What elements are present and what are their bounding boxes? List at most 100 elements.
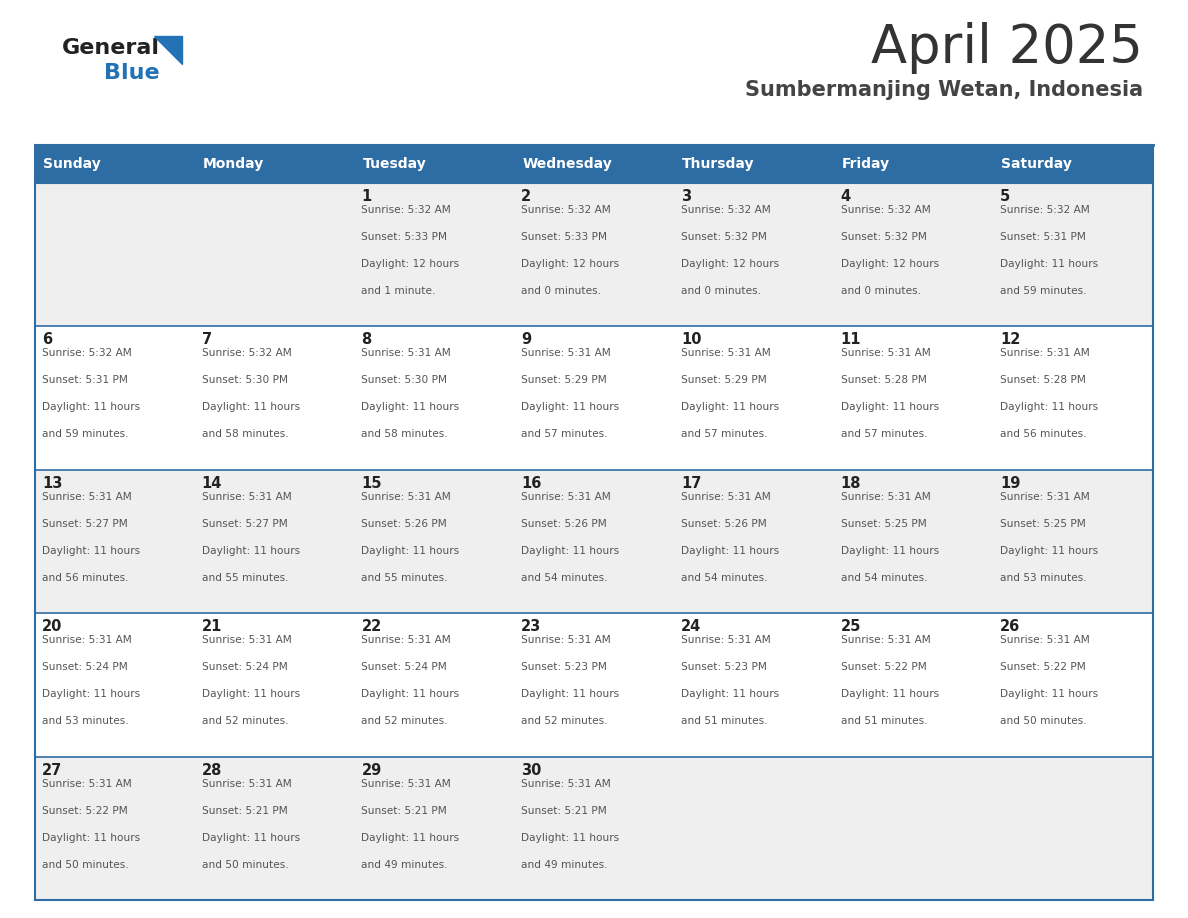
Text: Sunrise: 5:31 AM: Sunrise: 5:31 AM [202, 492, 291, 502]
Text: Sunrise: 5:31 AM: Sunrise: 5:31 AM [841, 349, 930, 358]
Text: and 49 minutes.: and 49 minutes. [361, 859, 448, 869]
Text: Daylight: 11 hours: Daylight: 11 hours [841, 689, 939, 700]
Text: and 57 minutes.: and 57 minutes. [681, 430, 767, 440]
Polygon shape [154, 36, 182, 64]
Text: Daylight: 11 hours: Daylight: 11 hours [1000, 259, 1099, 269]
Text: Sunset: 5:28 PM: Sunset: 5:28 PM [1000, 375, 1086, 386]
Text: 29: 29 [361, 763, 381, 778]
Text: Sunset: 5:29 PM: Sunset: 5:29 PM [681, 375, 766, 386]
Text: Sunrise: 5:31 AM: Sunrise: 5:31 AM [841, 492, 930, 502]
Text: 2: 2 [522, 189, 531, 204]
Text: 26: 26 [1000, 620, 1020, 634]
Text: 15: 15 [361, 476, 381, 491]
Text: Daylight: 11 hours: Daylight: 11 hours [1000, 546, 1099, 555]
Text: Sunrise: 5:31 AM: Sunrise: 5:31 AM [522, 778, 611, 789]
Text: Sunrise: 5:31 AM: Sunrise: 5:31 AM [1000, 349, 1091, 358]
Text: Daylight: 11 hours: Daylight: 11 hours [522, 689, 619, 700]
Text: and 56 minutes.: and 56 minutes. [1000, 430, 1087, 440]
Text: Sunset: 5:23 PM: Sunset: 5:23 PM [522, 662, 607, 672]
Text: Tuesday: Tuesday [362, 157, 426, 171]
Text: Sunrise: 5:31 AM: Sunrise: 5:31 AM [202, 635, 291, 645]
Text: 18: 18 [841, 476, 861, 491]
Text: General: General [62, 38, 160, 58]
Bar [34, 183, 1154, 327]
Text: Sunrise: 5:31 AM: Sunrise: 5:31 AM [522, 349, 611, 358]
Text: Daylight: 11 hours: Daylight: 11 hours [522, 546, 619, 555]
Text: Daylight: 11 hours: Daylight: 11 hours [361, 833, 460, 843]
Text: and 59 minutes.: and 59 minutes. [42, 430, 128, 440]
Text: Sunset: 5:23 PM: Sunset: 5:23 PM [681, 662, 766, 672]
Text: Daylight: 11 hours: Daylight: 11 hours [681, 689, 779, 700]
Text: Sunrise: 5:31 AM: Sunrise: 5:31 AM [1000, 635, 1091, 645]
Text: Sunset: 5:22 PM: Sunset: 5:22 PM [42, 806, 128, 815]
Text: and 58 minutes.: and 58 minutes. [202, 430, 289, 440]
Text: Sumbermanjing Wetan, Indonesia: Sumbermanjing Wetan, Indonesia [745, 80, 1143, 100]
Text: and 50 minutes.: and 50 minutes. [202, 859, 289, 869]
Text: Daylight: 11 hours: Daylight: 11 hours [841, 402, 939, 412]
Bar [34, 145, 1154, 900]
Text: Sunrise: 5:32 AM: Sunrise: 5:32 AM [202, 349, 291, 358]
Text: 25: 25 [841, 620, 861, 634]
Text: Sunrise: 5:31 AM: Sunrise: 5:31 AM [42, 778, 132, 789]
Bar [34, 145, 1154, 183]
Text: Sunset: 5:30 PM: Sunset: 5:30 PM [361, 375, 448, 386]
Text: Sunset: 5:24 PM: Sunset: 5:24 PM [42, 662, 128, 672]
Text: Saturday: Saturday [1001, 157, 1072, 171]
Text: 1: 1 [361, 189, 372, 204]
Text: Daylight: 11 hours: Daylight: 11 hours [361, 689, 460, 700]
Text: Sunset: 5:24 PM: Sunset: 5:24 PM [202, 662, 287, 672]
Text: Sunset: 5:33 PM: Sunset: 5:33 PM [361, 232, 448, 242]
Text: Sunset: 5:25 PM: Sunset: 5:25 PM [1000, 519, 1086, 529]
Text: and 51 minutes.: and 51 minutes. [681, 716, 767, 726]
Text: 3: 3 [681, 189, 691, 204]
Text: and 56 minutes.: and 56 minutes. [42, 573, 128, 583]
Text: and 0 minutes.: and 0 minutes. [841, 285, 921, 296]
Text: 6: 6 [42, 332, 52, 347]
Text: Sunrise: 5:31 AM: Sunrise: 5:31 AM [681, 492, 771, 502]
Text: 4: 4 [841, 189, 851, 204]
Text: and 52 minutes.: and 52 minutes. [361, 716, 448, 726]
Text: Sunset: 5:33 PM: Sunset: 5:33 PM [522, 232, 607, 242]
Text: 20: 20 [42, 620, 63, 634]
Text: 17: 17 [681, 476, 701, 491]
Text: and 57 minutes.: and 57 minutes. [522, 430, 607, 440]
Text: 19: 19 [1000, 476, 1020, 491]
Text: Sunrise: 5:31 AM: Sunrise: 5:31 AM [361, 492, 451, 502]
Text: 13: 13 [42, 476, 63, 491]
Text: Wednesday: Wednesday [523, 157, 612, 171]
Text: Thursday: Thursday [682, 157, 754, 171]
Text: 7: 7 [202, 332, 211, 347]
Text: Daylight: 11 hours: Daylight: 11 hours [1000, 689, 1099, 700]
Text: Sunrise: 5:31 AM: Sunrise: 5:31 AM [202, 778, 291, 789]
Text: Sunset: 5:21 PM: Sunset: 5:21 PM [202, 806, 287, 815]
Text: Daylight: 11 hours: Daylight: 11 hours [681, 402, 779, 412]
Text: Sunrise: 5:31 AM: Sunrise: 5:31 AM [841, 635, 930, 645]
Text: Daylight: 12 hours: Daylight: 12 hours [841, 259, 939, 269]
Text: and 0 minutes.: and 0 minutes. [522, 285, 601, 296]
Text: Sunset: 5:30 PM: Sunset: 5:30 PM [202, 375, 287, 386]
Text: Sunrise: 5:31 AM: Sunrise: 5:31 AM [361, 635, 451, 645]
Text: 21: 21 [202, 620, 222, 634]
Text: and 53 minutes.: and 53 minutes. [1000, 573, 1087, 583]
Text: 11: 11 [841, 332, 861, 347]
Text: and 54 minutes.: and 54 minutes. [841, 573, 927, 583]
Text: 12: 12 [1000, 332, 1020, 347]
Text: Sunday: Sunday [43, 157, 101, 171]
Text: Sunrise: 5:31 AM: Sunrise: 5:31 AM [681, 349, 771, 358]
Text: 28: 28 [202, 763, 222, 778]
Text: and 0 minutes.: and 0 minutes. [681, 285, 760, 296]
Text: Daylight: 11 hours: Daylight: 11 hours [522, 833, 619, 843]
Text: 9: 9 [522, 332, 531, 347]
Text: Sunset: 5:32 PM: Sunset: 5:32 PM [841, 232, 927, 242]
Text: Sunset: 5:31 PM: Sunset: 5:31 PM [42, 375, 128, 386]
Text: Daylight: 11 hours: Daylight: 11 hours [361, 402, 460, 412]
Text: Sunrise: 5:31 AM: Sunrise: 5:31 AM [1000, 492, 1091, 502]
Text: Sunset: 5:32 PM: Sunset: 5:32 PM [681, 232, 766, 242]
Text: Sunset: 5:28 PM: Sunset: 5:28 PM [841, 375, 927, 386]
Text: Sunrise: 5:31 AM: Sunrise: 5:31 AM [42, 492, 132, 502]
Text: 16: 16 [522, 476, 542, 491]
Text: and 54 minutes.: and 54 minutes. [522, 573, 607, 583]
Text: and 58 minutes.: and 58 minutes. [361, 430, 448, 440]
Text: Daylight: 11 hours: Daylight: 11 hours [1000, 402, 1099, 412]
Text: 22: 22 [361, 620, 381, 634]
